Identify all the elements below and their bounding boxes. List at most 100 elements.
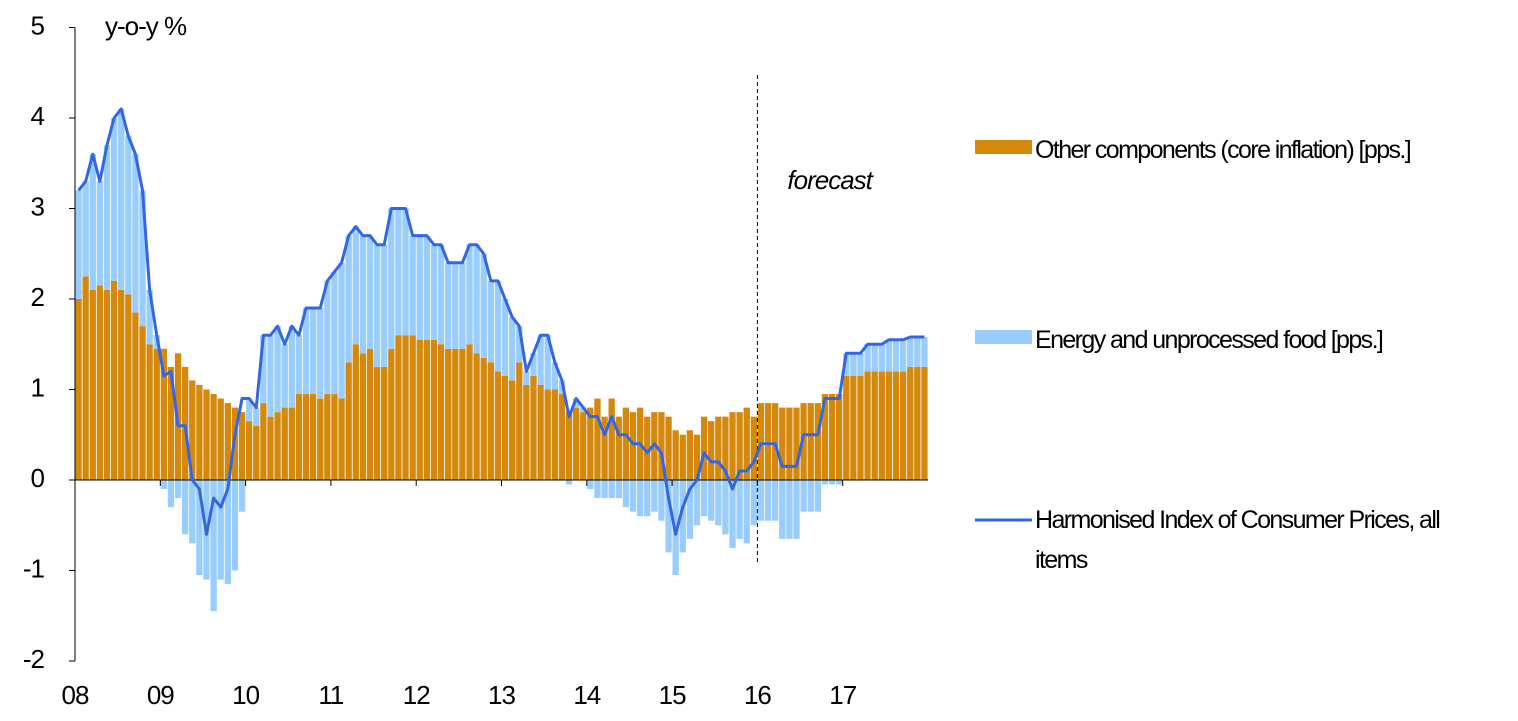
bar xyxy=(899,339,907,372)
bar xyxy=(388,348,395,480)
bar xyxy=(274,412,281,480)
bar xyxy=(118,108,125,290)
bar xyxy=(494,371,502,480)
bar xyxy=(210,480,217,612)
bar xyxy=(537,384,544,480)
bar xyxy=(224,403,231,480)
bar xyxy=(857,375,864,480)
bar xyxy=(82,181,89,277)
bar xyxy=(146,289,153,345)
bar xyxy=(821,480,829,485)
bar xyxy=(75,299,82,480)
bar xyxy=(700,480,708,517)
bar xyxy=(636,480,644,517)
bar xyxy=(679,434,686,480)
bar xyxy=(722,416,729,480)
bar xyxy=(167,480,175,508)
bar xyxy=(828,480,836,485)
bar xyxy=(345,362,352,480)
bar xyxy=(622,407,630,480)
bar xyxy=(786,480,793,539)
bar xyxy=(246,398,253,422)
bar xyxy=(715,480,722,526)
y-tick-label: -2 xyxy=(23,644,45,674)
bar xyxy=(331,271,338,395)
bar xyxy=(153,348,160,480)
bar xyxy=(260,403,267,480)
bar xyxy=(700,416,708,480)
bar xyxy=(110,118,118,281)
bar xyxy=(132,312,139,480)
y-tick-label: 5 xyxy=(31,10,45,40)
bar xyxy=(210,394,217,480)
bar xyxy=(807,480,814,512)
bar xyxy=(196,384,203,480)
bar xyxy=(693,480,701,526)
bar xyxy=(295,335,303,395)
bar xyxy=(501,299,509,376)
bar xyxy=(516,326,523,363)
bar xyxy=(445,348,452,480)
x-tick-label: 13 xyxy=(488,680,515,710)
bar xyxy=(914,337,921,367)
bar xyxy=(601,416,608,480)
bar xyxy=(665,416,672,480)
bar xyxy=(309,308,317,395)
bar xyxy=(565,412,573,480)
bar xyxy=(267,335,274,417)
bar xyxy=(835,394,843,480)
bar xyxy=(395,208,402,336)
bar xyxy=(509,317,516,381)
y-axis-label: y-o-y % xyxy=(105,11,187,41)
bar xyxy=(658,480,665,521)
bar xyxy=(814,403,821,480)
bar xyxy=(473,244,480,354)
bar xyxy=(494,280,502,372)
bar xyxy=(103,145,111,290)
bar xyxy=(608,398,615,480)
bar xyxy=(345,235,352,363)
bar xyxy=(260,335,267,404)
bar xyxy=(246,421,253,480)
bar xyxy=(146,344,153,480)
bar xyxy=(381,244,388,367)
bar xyxy=(772,403,779,480)
bar xyxy=(103,289,111,480)
bar xyxy=(459,348,466,480)
bar xyxy=(132,154,139,313)
bar xyxy=(764,480,772,521)
bar xyxy=(871,344,878,372)
bar xyxy=(715,416,722,480)
bar xyxy=(480,253,487,358)
bar xyxy=(238,480,246,512)
bar xyxy=(899,371,907,480)
bar xyxy=(523,384,530,480)
bar xyxy=(409,335,416,480)
bar xyxy=(331,394,338,480)
bar xyxy=(580,412,587,480)
bar xyxy=(878,344,885,372)
bar xyxy=(359,353,367,480)
bar xyxy=(622,480,630,508)
legend-label: Energy and unprocessed food [pps.] xyxy=(1035,326,1384,354)
bar xyxy=(615,416,622,480)
bar xyxy=(672,430,679,480)
bar xyxy=(892,339,900,372)
bar xyxy=(288,326,295,408)
bar xyxy=(530,375,537,480)
bar xyxy=(388,208,395,349)
bar xyxy=(288,407,295,480)
bar xyxy=(96,285,104,480)
bar xyxy=(352,344,359,480)
bar xyxy=(381,366,388,480)
bar xyxy=(587,480,594,490)
bar xyxy=(238,412,246,480)
bar xyxy=(871,371,878,480)
bar xyxy=(182,480,189,535)
bar xyxy=(686,430,694,480)
bar xyxy=(864,344,871,372)
bar xyxy=(644,480,651,517)
bar xyxy=(629,480,637,512)
bar xyxy=(160,480,168,490)
